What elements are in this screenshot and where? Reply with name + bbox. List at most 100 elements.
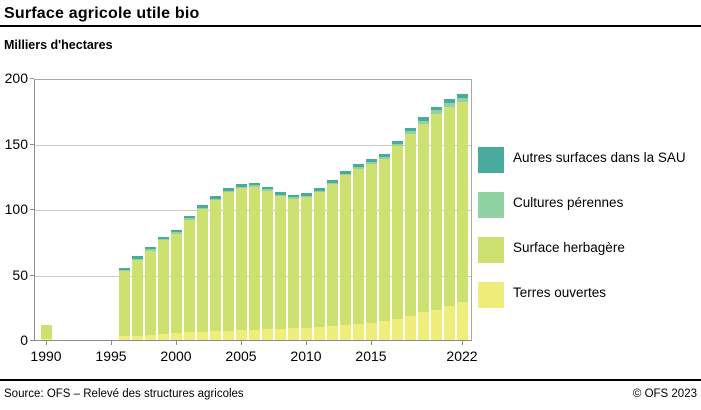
bar-2000 [170, 78, 182, 340]
bar-segment [404, 127, 416, 131]
bar-segment [456, 93, 468, 98]
bar-segment [144, 249, 156, 251]
bar-segment [287, 197, 299, 199]
bar-segment [248, 185, 260, 187]
bar-segment [222, 192, 234, 331]
y-tick-mark [30, 274, 34, 276]
title-divider [0, 25, 701, 27]
bar-2011 [313, 78, 325, 340]
copyright-note: © OFS 2023 [632, 388, 697, 400]
bar-segment [222, 188, 234, 191]
bar-2006 [248, 78, 260, 340]
chart-legend: Autres surfaces dans la SAU Cultures pére… [478, 147, 693, 308]
bar-segment [196, 209, 208, 332]
bar-segment [131, 258, 143, 260]
legend-swatch-icon [478, 192, 504, 218]
bar-segment [157, 333, 169, 340]
bar-segment [300, 197, 312, 328]
bar-segment [300, 193, 312, 196]
bar-segment [261, 186, 273, 190]
y-tick-label: 50 [12, 266, 28, 283]
bar-segment [248, 186, 260, 330]
bar-2007 [261, 78, 273, 340]
bar-segment [313, 188, 325, 191]
bar-segment [261, 190, 273, 330]
bar-segment [144, 335, 156, 340]
bar-segment [326, 182, 338, 185]
legend-item: Autres surfaces dans la SAU [478, 147, 693, 173]
bar-segment [391, 140, 403, 144]
bar-segment [40, 324, 52, 339]
bar-segment [378, 321, 390, 340]
bar-segment [404, 130, 416, 134]
bar-segment [118, 270, 130, 337]
x-tick-mark [176, 341, 177, 345]
bar-2018 [404, 78, 416, 340]
bar-segment [430, 106, 442, 111]
bar-segment [274, 191, 286, 195]
y-tick-mark [30, 143, 34, 145]
bar-segment [222, 330, 234, 340]
x-tick-label: 1990 [30, 348, 62, 364]
bar-segment [131, 259, 143, 336]
legend-item: Terres ouvertes [478, 282, 693, 308]
bar-segment [391, 318, 403, 340]
bar-2022 [456, 78, 468, 340]
bar-segment [235, 188, 247, 331]
x-tick-mark [462, 341, 463, 345]
bar-1999 [157, 78, 169, 340]
bar-2008 [274, 78, 286, 340]
legend-item: Surface herbagère [478, 237, 693, 263]
bar-segment [144, 247, 156, 250]
x-tick-mark [111, 341, 112, 345]
bar-segment [183, 219, 195, 333]
bar-segment [261, 329, 273, 340]
bar-segment [235, 330, 247, 340]
bar-segment [443, 106, 455, 307]
bar-segment [339, 173, 351, 176]
bar-segment [131, 335, 143, 340]
bar-segment [365, 159, 377, 162]
bar-2009 [287, 78, 299, 340]
bar-segment [378, 154, 390, 157]
bar-segment [157, 236, 169, 239]
bar-2019 [417, 78, 429, 340]
footer-divider [0, 379, 701, 381]
legend-item: Cultures pérennes [478, 192, 693, 218]
bar-segment [443, 98, 455, 103]
y-tick-mark [30, 209, 34, 210]
bar-segment [300, 327, 312, 340]
x-tick-mark [46, 341, 47, 345]
bar-segment [326, 326, 338, 340]
source-note: Source: OFS – Relevé des structures agri… [4, 388, 244, 400]
bar-segment [417, 120, 429, 124]
bar-segment [144, 250, 156, 336]
bar-2017 [391, 78, 403, 340]
bar-segment [287, 194, 299, 198]
bar-2016 [378, 78, 390, 340]
bar-segment [170, 233, 182, 334]
bar-segment [287, 198, 299, 329]
bar-segment [209, 330, 221, 340]
bar-segment [196, 207, 208, 210]
bar-segment [209, 198, 221, 200]
bar-segment [391, 145, 403, 319]
bar-segment [183, 215, 195, 219]
bar-segment [378, 158, 390, 322]
legend-label: Terres ouvertes [513, 285, 607, 300]
bar-segment [287, 328, 299, 340]
bar-segment [118, 267, 130, 270]
bar-2020 [430, 78, 442, 340]
bar-2015 [365, 78, 377, 340]
plot-area [34, 79, 472, 341]
bar-segment [326, 180, 338, 183]
bar-segment [274, 196, 286, 329]
x-tick-mark [371, 341, 372, 345]
bar-2012 [326, 78, 338, 340]
bar-segment [456, 101, 468, 303]
bar-2014 [352, 78, 364, 340]
bar-segment [118, 269, 130, 271]
bar-2003 [209, 78, 221, 340]
bar-segment [430, 309, 442, 340]
legend-swatch-icon [478, 282, 504, 308]
